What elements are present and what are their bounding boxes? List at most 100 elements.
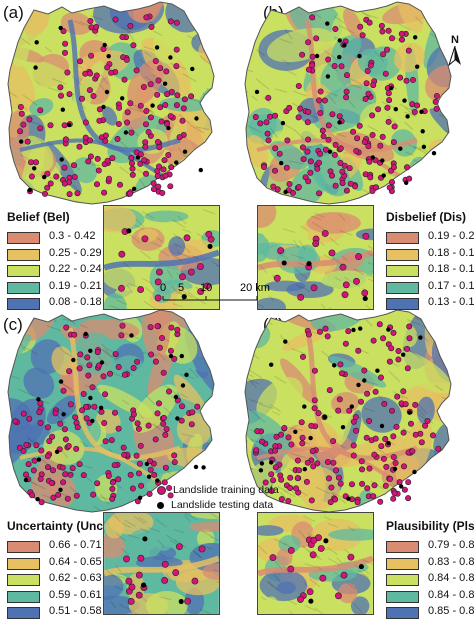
landslide-training-point: [184, 598, 190, 604]
legend-swatch: [7, 558, 40, 570]
landslide-training-point: [288, 547, 294, 553]
landslide-training-point: [163, 432, 168, 437]
landslide-testing-point: [174, 160, 178, 164]
landslide-training-point: [53, 411, 58, 416]
landslide-testing-point: [147, 475, 151, 479]
landslide-training-point: [158, 65, 163, 70]
landslide-training-point: [362, 368, 367, 373]
landslide-training-point: [370, 132, 375, 137]
landslide-training-point: [271, 184, 276, 189]
landslide-training-point: [299, 52, 304, 57]
landslide-training-point: [19, 111, 24, 116]
landslide-training-point: [313, 241, 319, 247]
landslide-training-point: [161, 421, 166, 426]
landslide-training-point: [162, 157, 167, 162]
landslide-training-point: [354, 148, 359, 153]
landslide-training-point: [71, 163, 76, 168]
landslide-training-point: [389, 36, 394, 41]
landslide-training-point: [42, 191, 47, 196]
landslide-training-point: [401, 430, 406, 435]
landslide-training-point: [336, 475, 341, 480]
landslide-testing-point: [283, 339, 287, 343]
legend-swatch: [386, 607, 419, 619]
landslide-testing-point: [389, 86, 393, 90]
landslide-testing-point: [260, 461, 264, 465]
landslide-training-point: [387, 359, 392, 364]
landslide-training-point: [188, 94, 193, 99]
landslide-testing-point: [422, 145, 426, 149]
landslide-training-point: [305, 149, 310, 154]
landslide-training-point: [130, 486, 135, 491]
landslide-testing-point: [120, 96, 124, 100]
landslide-training-point: [286, 498, 291, 503]
landslide-training-point: [136, 592, 142, 598]
landslide-testing-point: [306, 261, 311, 266]
landslide-training-point: [265, 131, 270, 136]
landslide-training-point: [124, 120, 129, 125]
landslide-training-point: [136, 572, 142, 578]
landslide-training-point: [102, 392, 107, 397]
landslide-testing-point: [33, 65, 37, 69]
landslide-training-point: [129, 155, 134, 160]
legend-class-1: 0.79 - 0.82: [386, 539, 474, 556]
landslide-training-point: [371, 338, 376, 343]
landslide-training-point: [21, 411, 26, 416]
landslide-training-point: [397, 75, 402, 80]
landslide-training-point: [110, 480, 115, 485]
landslide-training-point: [365, 68, 370, 73]
landslide-testing-point: [401, 353, 405, 357]
landslide-training-point: [110, 496, 115, 501]
landslide-training-point: [312, 368, 317, 373]
landslide-training-point: [379, 443, 384, 448]
landslide-training-point: [393, 460, 398, 465]
landslide-training-point: [66, 368, 71, 373]
landslide-training-point: [148, 115, 153, 120]
landslide-training-point: [318, 89, 323, 94]
landslide-testing-point: [363, 296, 368, 301]
landslide-training-point: [325, 459, 330, 464]
landslide-training-point: [143, 171, 148, 176]
landslide-testing-point: [293, 430, 297, 434]
landslide-training-point: [79, 408, 84, 413]
landslide-training-point: [383, 71, 388, 76]
landslide-training-point: [27, 416, 32, 421]
landslide-training-point: [364, 391, 369, 396]
landslide-training-point: [107, 371, 112, 376]
landslide-testing-point: [269, 460, 273, 464]
landslide-testing-point: [337, 55, 341, 59]
landslide-training-point: [287, 181, 292, 186]
landslide-training-point: [309, 498, 314, 503]
landslide-training-point: [422, 423, 427, 428]
landslide-training-point: [391, 496, 396, 501]
landslide-training-point: [54, 174, 59, 179]
landslide-training-point: [95, 349, 100, 354]
landslide-training-point: [380, 52, 385, 57]
landslide-training-point: [333, 26, 338, 31]
landslide-training-point: [325, 334, 330, 339]
landslide-training-point: [326, 137, 331, 142]
disbelief-inset-map: [257, 205, 374, 310]
landslide-training-point: [79, 96, 84, 101]
landslide-training-point: [144, 108, 149, 113]
landslide-training-point: [128, 101, 133, 106]
landslide-training-point: [359, 459, 364, 464]
legend-swatch: [7, 607, 40, 619]
landslide-training-point: [364, 81, 369, 86]
landslide-testing-point: [308, 599, 313, 604]
landslide-training-point: [312, 398, 317, 403]
scale-bar-line: [162, 296, 258, 304]
landslide-testing-point: [136, 155, 140, 159]
landslide-testing-point: [180, 354, 184, 358]
landslide-training-point: [96, 168, 101, 173]
landslide-training-point: [404, 78, 409, 83]
landslide-testing-point: [129, 333, 133, 337]
landslide-training-point: [404, 165, 409, 170]
landslide-training-point: [338, 481, 343, 486]
landslide-training-point: [62, 50, 67, 55]
landslide-training-point: [316, 410, 321, 415]
landslide-training-point: [267, 114, 272, 119]
landslide-training-point: [272, 448, 277, 453]
landslide-testing-point: [201, 465, 205, 469]
landslide-training-point: [378, 143, 383, 148]
landslide-training-point: [113, 351, 118, 356]
